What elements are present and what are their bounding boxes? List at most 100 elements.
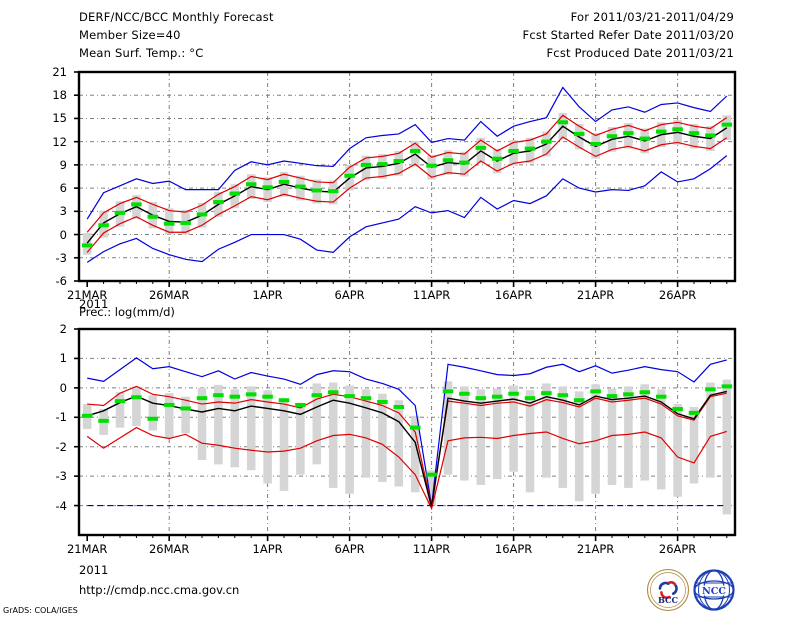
median-marker (655, 129, 667, 134)
ensemble-range-bar (542, 383, 551, 478)
median-marker (114, 399, 126, 404)
ensemble-range-bar (509, 385, 518, 472)
median-marker (98, 223, 109, 228)
x-tick-label: 1APR (252, 288, 283, 302)
median-marker (524, 396, 536, 401)
panel-mean-surface-temperature (74, 70, 737, 287)
cmdp-url[interactable]: http://cmdp.ncc.cma.gov.cn (79, 583, 240, 597)
ensemble-range-bar (246, 386, 256, 471)
median-marker (508, 391, 519, 396)
median-marker (606, 134, 618, 139)
ensemble-range-bar (378, 393, 387, 483)
y-tick-label: 2 (59, 322, 67, 336)
fcst-started-label: Fcst Started Refer Date 2011/03/20 (522, 28, 734, 42)
median-marker (409, 425, 421, 430)
series-lower-quartile (86, 426, 727, 511)
median-marker (262, 394, 273, 399)
median-marker (623, 131, 634, 136)
median-marker (180, 406, 191, 411)
median-marker (81, 243, 93, 248)
ensemble-range-bar (574, 391, 584, 502)
variable-label: Mean Surf. Temp.: °C (79, 46, 204, 60)
median-marker (360, 396, 372, 401)
x-tick-label: 26APR (658, 288, 697, 302)
ensemble-range-bar (460, 386, 469, 481)
x-tick-label: 26MAR (148, 288, 190, 302)
median-marker (442, 389, 454, 394)
median-marker (344, 394, 355, 399)
series-maximum (87, 357, 727, 506)
median-marker (147, 214, 159, 219)
median-marker (721, 122, 733, 127)
x-tick-label: 26APR (658, 542, 697, 556)
ensemble-range-bar (443, 381, 453, 475)
median-marker (557, 393, 569, 398)
median-marker (393, 159, 405, 164)
median-marker (655, 394, 667, 399)
ensemble-range-bar (181, 396, 190, 434)
median-marker (377, 399, 388, 404)
median-marker (491, 156, 503, 161)
x-tick-label: 16APR (494, 288, 533, 302)
precip-panel-title: Prec.: log(mm/d) (79, 305, 175, 319)
median-marker (590, 389, 601, 394)
median-marker (196, 212, 208, 217)
ensemble-range-bar (394, 400, 404, 487)
median-marker (114, 210, 126, 215)
median-marker (377, 162, 388, 167)
median-marker (475, 145, 487, 150)
median-marker (163, 221, 175, 226)
median-marker (278, 179, 290, 184)
median-marker (491, 394, 503, 399)
y-tick-label: -2 (55, 439, 67, 454)
temp-year-label: 2011 (79, 297, 109, 311)
y-tick-label: -3 (55, 250, 67, 265)
x-tick-label: 1APR (252, 542, 283, 556)
y-tick-label: 21 (52, 65, 67, 79)
y-tick-label: 9 (59, 157, 67, 172)
x-tick-label: 21APR (576, 542, 615, 556)
ensemble-range-bar (656, 389, 666, 490)
median-marker (721, 384, 733, 389)
series-ensemble-mean (86, 390, 727, 508)
series-upper-quartile (86, 114, 728, 233)
x-tick-label: 21MAR (66, 542, 108, 556)
y-tick-label: 0 (59, 380, 67, 395)
median-marker (344, 173, 355, 178)
ensemble-range-bar (722, 379, 732, 515)
median-marker (98, 418, 109, 423)
median-marker (327, 189, 339, 194)
y-tick-label: 15 (52, 111, 67, 126)
ensemble-range-bar (427, 470, 436, 506)
forecast-period-label: For 2011/03/21-2011/04/29 (570, 10, 734, 24)
ensemble-range-bar (115, 392, 125, 428)
series-upper-quartile (87, 385, 727, 506)
median-marker (606, 394, 618, 399)
median-marker (541, 139, 552, 144)
median-marker (409, 148, 421, 153)
ensemble-range-bar (492, 388, 502, 480)
ensemble-range-bar (148, 395, 158, 431)
series-maximum (86, 86, 728, 220)
median-marker (180, 220, 191, 225)
x-tick-label: 11APR (412, 542, 451, 556)
series-minimum (86, 155, 728, 263)
ensemble-range-bar (591, 384, 600, 494)
x-tick-label: 6APR (334, 288, 365, 302)
ensemble-range-bar (624, 386, 633, 488)
median-marker (213, 393, 224, 398)
median-marker (311, 188, 323, 193)
median-marker (229, 394, 241, 399)
y-tick-label: 18 (52, 88, 67, 103)
fcst-produced-label: Fcst Produced Date 2011/03/21 (546, 46, 734, 60)
median-marker (311, 393, 323, 398)
ensemble-range-bar (410, 415, 420, 493)
median-marker (295, 184, 306, 189)
median-marker (81, 413, 93, 418)
ncc-logo-text: NCC (702, 586, 726, 597)
median-marker (229, 191, 241, 196)
ensemble-range-bar (689, 406, 699, 484)
median-marker (590, 141, 601, 146)
median-marker (426, 163, 437, 168)
